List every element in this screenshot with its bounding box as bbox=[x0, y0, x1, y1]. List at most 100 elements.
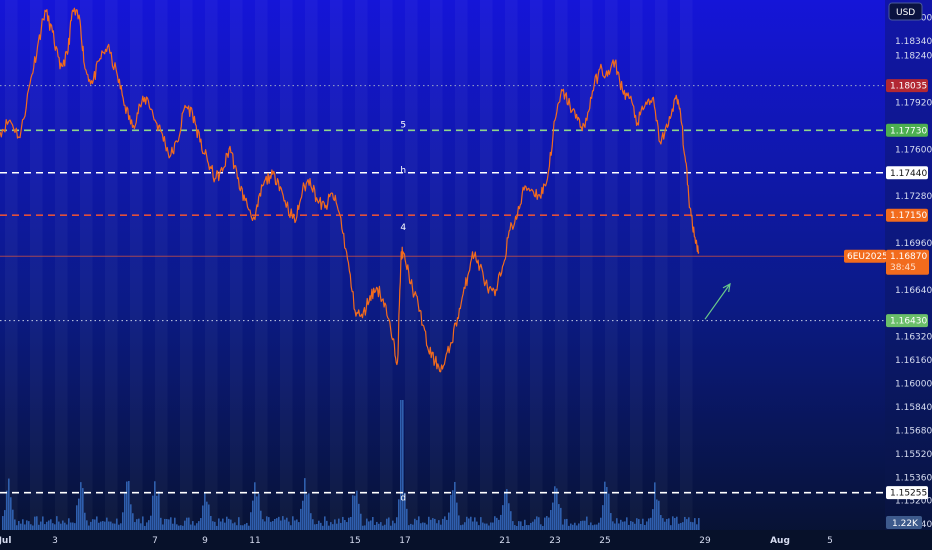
volume-bar bbox=[640, 523, 642, 530]
volume-bar bbox=[390, 525, 392, 530]
currency-button[interactable]: USD bbox=[888, 2, 923, 21]
volume-bar bbox=[586, 516, 588, 530]
volume-bar bbox=[392, 520, 394, 530]
volume-bar bbox=[332, 524, 334, 530]
price-tick-label: 1.15680 bbox=[895, 426, 932, 436]
currency-button-bg[interactable] bbox=[888, 2, 923, 21]
volume-bar bbox=[500, 514, 502, 530]
session-stripe bbox=[655, 0, 668, 530]
volume-bar bbox=[160, 517, 162, 530]
level-price-tag-bg bbox=[886, 314, 928, 328]
volume-bar bbox=[552, 502, 554, 530]
volume-bar bbox=[174, 517, 176, 530]
volume-bar bbox=[362, 525, 364, 530]
volume-bar bbox=[658, 500, 660, 530]
volume-bar bbox=[348, 517, 350, 530]
volume-bar bbox=[176, 524, 178, 530]
volume-bar bbox=[80, 482, 82, 530]
volume-bar bbox=[618, 523, 620, 530]
volume-bar bbox=[62, 520, 64, 530]
volume-bar bbox=[572, 524, 574, 530]
volume-bar bbox=[164, 518, 166, 530]
elliott-wave-labels: 5 h 4 d bbox=[400, 120, 406, 503]
volume-bar bbox=[394, 523, 396, 530]
wave-label: d bbox=[400, 494, 406, 504]
volume-bar bbox=[32, 525, 34, 530]
volume-bar bbox=[492, 522, 494, 530]
volume-bar bbox=[302, 500, 304, 530]
volume-bar bbox=[30, 524, 32, 530]
volume-bar bbox=[314, 524, 316, 530]
volume-bar bbox=[82, 488, 84, 530]
volume-bar bbox=[72, 522, 74, 530]
volume-bar bbox=[396, 517, 398, 530]
volume-bar bbox=[206, 501, 208, 530]
volume-bar bbox=[400, 400, 402, 530]
volume-bar bbox=[426, 524, 428, 530]
volume-bar bbox=[320, 522, 322, 530]
price-tick-label: 1.16000 bbox=[895, 380, 932, 390]
volume-bar bbox=[388, 517, 390, 530]
volume-bar bbox=[232, 523, 234, 530]
volume-bar bbox=[526, 525, 528, 530]
volume-bar bbox=[2, 516, 4, 530]
volume-bar bbox=[630, 521, 632, 530]
volume-bar bbox=[352, 495, 354, 530]
time-axis-background bbox=[0, 530, 932, 550]
volume-bar bbox=[298, 522, 300, 530]
volume-bar bbox=[296, 519, 298, 530]
volume-bar bbox=[112, 523, 114, 530]
volume-bar bbox=[24, 524, 26, 530]
session-stripe bbox=[605, 0, 618, 530]
volume-bar bbox=[210, 515, 212, 530]
time-tick-label: 9 bbox=[202, 536, 208, 546]
time-tick-label: 17 bbox=[399, 536, 410, 546]
volume-bar bbox=[364, 525, 366, 530]
volume-bar bbox=[130, 504, 132, 530]
volume-bar bbox=[20, 523, 22, 530]
volume-bar bbox=[642, 518, 644, 530]
volume-bar bbox=[422, 522, 424, 530]
volume-bar bbox=[48, 520, 50, 530]
volume-bar bbox=[6, 490, 8, 530]
volume-bar bbox=[474, 517, 476, 530]
volume-bar bbox=[614, 523, 616, 530]
volume-bar bbox=[466, 516, 468, 530]
session-stripe bbox=[555, 0, 568, 530]
level-price-tag-bg bbox=[886, 79, 928, 93]
volume-bar bbox=[684, 516, 686, 530]
volume-bar bbox=[560, 507, 562, 530]
projection-arrow-shaft[interactable] bbox=[704, 283, 731, 320]
volume-bar bbox=[200, 518, 202, 530]
volume-bar bbox=[574, 522, 576, 530]
time-axis[interactable]: Jul 3 7 9 11 15 17 21 23 25 29 Aug 5 bbox=[0, 530, 932, 550]
volume-bar bbox=[556, 488, 558, 530]
volume-bar bbox=[190, 524, 192, 530]
volume-bar bbox=[288, 521, 290, 530]
volume-bar bbox=[216, 525, 218, 530]
volume-bar bbox=[450, 495, 452, 530]
volume-bar bbox=[636, 518, 638, 530]
volume-bar bbox=[468, 518, 470, 530]
volume-bar bbox=[148, 520, 150, 530]
currency-button-label[interactable]: USD bbox=[896, 8, 915, 18]
volume-bar bbox=[446, 519, 448, 530]
level-price-tag: 1.16430 bbox=[886, 314, 928, 328]
level-price-tag-text: 1.15255 bbox=[890, 489, 927, 499]
volume-bar bbox=[440, 524, 442, 530]
volume-bar bbox=[118, 524, 120, 530]
volume-bar bbox=[330, 522, 332, 530]
volume-bar bbox=[534, 519, 536, 530]
price-tick-label: 1.16320 bbox=[895, 333, 932, 343]
volume-bar bbox=[248, 525, 250, 530]
volume-bar bbox=[198, 521, 200, 530]
volume-bar bbox=[656, 499, 658, 530]
volume-bar bbox=[410, 523, 412, 530]
volume-bar bbox=[590, 522, 592, 530]
volume-bar bbox=[670, 525, 672, 530]
volume-bar bbox=[138, 518, 140, 530]
level-price-tag-bg bbox=[886, 166, 928, 180]
volume-bar bbox=[60, 523, 62, 530]
level-price-tag-text: 1.17150 bbox=[890, 211, 927, 221]
